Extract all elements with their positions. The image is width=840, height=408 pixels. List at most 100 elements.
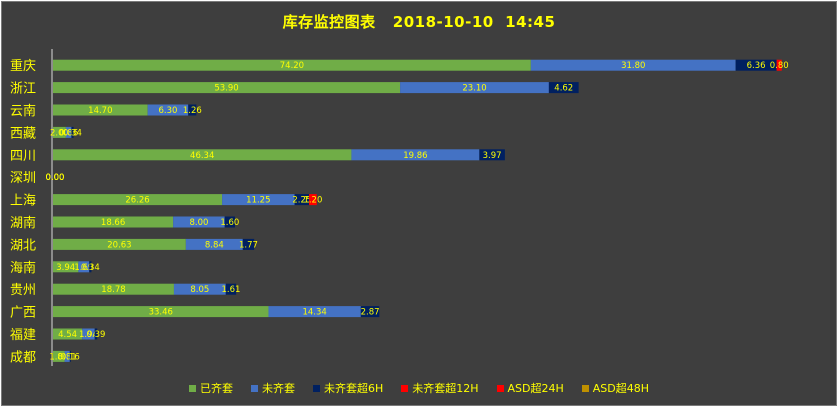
data-label: 4.62 <box>554 84 573 94</box>
data-label: 0.34 <box>63 128 82 138</box>
legend-swatch <box>496 384 504 392</box>
bar-segment <box>53 216 174 228</box>
data-label: 2.87 <box>361 308 380 318</box>
bar-segment <box>242 238 255 250</box>
data-label: 8.00 <box>189 218 208 228</box>
legend-swatch <box>581 384 589 392</box>
data-label: 1.94 <box>79 330 98 340</box>
bar-segment <box>188 104 197 116</box>
bar-segment <box>53 82 401 94</box>
data-label: 3.94 <box>56 263 75 273</box>
data-label: 4.54 <box>58 330 77 340</box>
data-label: 0.81 <box>58 352 77 362</box>
bar-segment <box>94 328 98 340</box>
data-label: 8.05 <box>190 285 209 295</box>
bar-segment <box>173 283 226 295</box>
bar-segment <box>71 126 74 138</box>
bar-segment <box>53 59 531 71</box>
data-label: 53.90 <box>214 84 238 94</box>
data-label: 0.39 <box>87 330 106 340</box>
category-label: 云南 <box>10 103 36 119</box>
category-label: 四川 <box>10 149 36 164</box>
data-label: 2.25 <box>292 196 311 206</box>
bar-segment <box>735 59 777 71</box>
bar-segment <box>53 261 79 273</box>
data-label: 0.16 <box>61 352 80 362</box>
bar-segment <box>309 194 317 206</box>
data-label: 33.46 <box>149 308 173 318</box>
bar-segment <box>53 149 352 161</box>
data-label: 2.00 <box>50 128 69 138</box>
bar-segment <box>360 306 380 318</box>
legend-swatch <box>312 384 320 392</box>
category-label: 湖南 <box>10 215 36 231</box>
data-label: 6.30 <box>158 106 177 116</box>
legend-label: 未齐套超6H <box>323 382 384 395</box>
data-label: 1.69 <box>74 263 93 273</box>
category-label: 上海 <box>10 194 36 209</box>
data-label: 8.84 <box>205 240 224 250</box>
bar-segment <box>53 283 174 295</box>
data-label: 14.34 <box>302 308 326 318</box>
legend-item: ASD超24H <box>496 380 564 396</box>
data-label: 1.20 <box>303 196 322 206</box>
bar-segment <box>82 328 95 340</box>
data-label: 1.26 <box>183 106 202 116</box>
data-label: 0.00 <box>46 173 65 183</box>
data-label: 0.00 <box>46 173 65 183</box>
category-label: 福建 <box>10 328 36 343</box>
bar-segment <box>78 261 90 273</box>
bar-segment <box>53 350 65 362</box>
bar-segment <box>268 306 361 318</box>
bar-segment <box>224 216 235 228</box>
bar-segment <box>53 104 148 116</box>
data-label: 3.97 <box>483 151 502 161</box>
category-label: 重庆 <box>10 58 36 74</box>
bar-segment <box>530 59 736 71</box>
bar-segment <box>53 194 223 206</box>
data-label: 1.80 <box>49 352 68 362</box>
bar-segment <box>64 350 70 362</box>
bar-segment <box>185 238 243 250</box>
category-label: 湖北 <box>10 238 36 253</box>
data-label: 0.34 <box>81 263 100 273</box>
bar-segment <box>147 104 189 116</box>
legend-label: 未齐套 <box>261 382 295 395</box>
legend-swatch <box>188 384 196 392</box>
category-label: 西藏 <box>10 126 36 141</box>
bar-segment <box>225 283 237 295</box>
chart-legend: 已齐套 未齐套 未齐套超6H 未齐套超12H ASD超24H ASD超48H <box>2 380 836 396</box>
bar-segment <box>53 306 269 318</box>
bar-segment <box>53 238 186 250</box>
bar-segment <box>351 149 480 161</box>
data-label: 18.66 <box>101 218 125 228</box>
category-label: 浙江 <box>10 82 36 97</box>
data-label: 31.80 <box>621 61 645 71</box>
chart-title: 库存监控图表 2018-10-10 14:45 <box>282 13 556 31</box>
legend-item: 未齐套 <box>250 380 295 396</box>
legend-item: ASD超48H <box>581 380 649 396</box>
data-label: 1.77 <box>239 240 258 250</box>
bar-segment <box>479 149 505 161</box>
category-label: 成都 <box>10 350 36 365</box>
legend-label: 已齐套 <box>199 382 233 395</box>
bar-segment <box>548 82 579 94</box>
legend-item: 未齐套超12H <box>401 380 479 396</box>
legend-item: 未齐套超6H <box>312 380 384 396</box>
bar-segment <box>89 261 92 273</box>
data-label: 46.34 <box>190 151 214 161</box>
bar-segment <box>65 126 72 138</box>
data-label: 11.25 <box>246 196 270 206</box>
data-label: 26.26 <box>125 196 149 206</box>
category-label: 深圳 <box>10 171 36 186</box>
legend-label: 未齐套超12H <box>412 382 479 395</box>
bar-segment <box>53 126 66 138</box>
bar-segment <box>400 82 549 94</box>
data-label: 19.86 <box>403 151 427 161</box>
legend-label: ASD超24H <box>507 382 564 395</box>
category-label: 海南 <box>10 260 36 276</box>
data-label: 0.00 <box>46 173 65 183</box>
category-label: 贵州 <box>10 283 36 298</box>
